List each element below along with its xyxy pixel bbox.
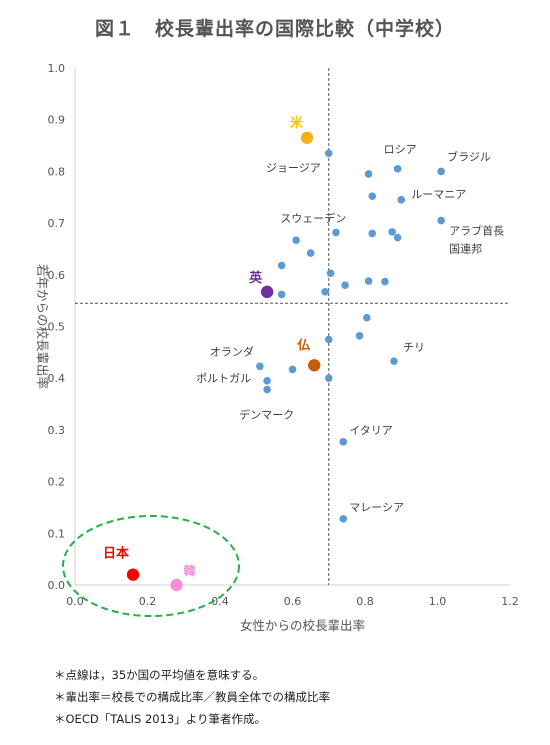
data-point bbox=[390, 357, 398, 365]
y-tick-label: 0.9 bbox=[48, 114, 66, 127]
highlight-label-fr: 仏 bbox=[297, 338, 310, 353]
highlight-label-us: 米 bbox=[290, 115, 304, 131]
data-point bbox=[321, 288, 329, 296]
data-point bbox=[381, 277, 389, 286]
x-tick-label: 1.0 bbox=[429, 595, 447, 608]
data-point bbox=[326, 269, 335, 278]
y-tick-label: 0.6 bbox=[48, 269, 66, 282]
data-point bbox=[388, 228, 396, 236]
highlight-label-jp: 日本 bbox=[103, 546, 129, 562]
footnotes: ＊点線は，35か国の平均値を意味する。 ＊輩出率＝校長での構成比率／教員全体での… bbox=[54, 664, 330, 730]
y-tick-label: 0.3 bbox=[48, 424, 66, 437]
point-label: オランダ bbox=[210, 344, 254, 358]
data-point bbox=[324, 335, 333, 344]
data-point bbox=[397, 196, 406, 204]
x-axis-title: 女性からの校長輩出率 bbox=[240, 618, 365, 633]
point-label: 国連邦 bbox=[449, 242, 482, 256]
x-tick-label: 0.4 bbox=[211, 595, 229, 608]
data-point bbox=[368, 229, 377, 238]
point-label: ロシア bbox=[384, 143, 417, 156]
highlight-point-us bbox=[300, 131, 314, 144]
point-label: ポルトガル bbox=[196, 372, 251, 385]
highlight-point-kr bbox=[170, 578, 183, 592]
point-label: スウェーデン bbox=[280, 211, 346, 225]
data-point bbox=[339, 515, 348, 523]
point-label: ジョージア bbox=[266, 161, 321, 174]
data-point bbox=[341, 281, 349, 289]
x-tick-label: 0.8 bbox=[356, 595, 374, 608]
data-point bbox=[364, 277, 373, 285]
footnote-1: ＊点線は，35か国の平均値を意味する。 bbox=[54, 668, 265, 682]
data-point bbox=[437, 216, 445, 225]
point-label: デンマーク bbox=[239, 408, 294, 422]
y-tick-label: 0.8 bbox=[48, 165, 66, 178]
highlight-point-fr bbox=[308, 359, 321, 372]
y-tick-label: 0.5 bbox=[48, 321, 66, 334]
data-point bbox=[364, 170, 373, 178]
data-point bbox=[292, 236, 300, 244]
y-tick-label: 0.7 bbox=[48, 217, 66, 230]
data-point bbox=[368, 192, 377, 201]
footnote-2: ＊輩出率＝校長での構成比率／教員全体での構成比率 bbox=[54, 690, 330, 704]
x-tick-label: 0.2 bbox=[139, 595, 157, 608]
chart-title: 図１ 校長輩出率の国際比較（中学校） bbox=[94, 18, 455, 40]
data-point bbox=[288, 365, 297, 374]
data-point bbox=[339, 437, 348, 446]
data-point bbox=[393, 233, 402, 242]
data-point bbox=[393, 165, 402, 173]
y-tick-label: 0.0 bbox=[48, 579, 66, 592]
point-label: チリ bbox=[403, 341, 425, 354]
data-point bbox=[263, 385, 271, 394]
highlight-label-kr: 韓 bbox=[184, 563, 196, 578]
y-tick-label: 0.2 bbox=[48, 476, 66, 489]
point-label: マレーシア bbox=[349, 501, 404, 514]
highlight-point-jp bbox=[126, 568, 140, 581]
point-label: イタリア bbox=[349, 424, 393, 437]
data-point bbox=[263, 376, 271, 385]
y-tick-label: 1.0 bbox=[48, 62, 66, 75]
y-tick-label: 0.4 bbox=[48, 372, 66, 385]
point-label: ルーマニア bbox=[411, 188, 466, 201]
y-tick-label: 0.1 bbox=[48, 527, 66, 540]
data-point bbox=[324, 149, 333, 158]
footnote-3: ＊OECD「TALIS 2013」より筆者作成。 bbox=[54, 712, 266, 726]
highlight-ellipse bbox=[62, 515, 240, 617]
x-tick-label: 1.2 bbox=[501, 595, 519, 608]
highlight-point-uk bbox=[260, 285, 274, 299]
data-point bbox=[277, 261, 286, 270]
data-point bbox=[324, 374, 333, 383]
highlight-label-uk: 英 bbox=[248, 270, 263, 286]
data-point bbox=[363, 313, 371, 322]
data-point bbox=[332, 228, 340, 237]
point-label: アラブ首長 bbox=[449, 224, 504, 238]
x-tick-label: 0.0 bbox=[66, 595, 84, 608]
point-label: ブラジル bbox=[447, 149, 491, 163]
data-point bbox=[306, 249, 315, 257]
data-point bbox=[277, 290, 286, 299]
data-point bbox=[256, 362, 264, 371]
y-axis-title: 若年からの校長輩出率 bbox=[35, 264, 50, 389]
data-point bbox=[437, 167, 445, 176]
x-tick-label: 0.6 bbox=[284, 595, 302, 608]
data-point bbox=[355, 332, 364, 340]
